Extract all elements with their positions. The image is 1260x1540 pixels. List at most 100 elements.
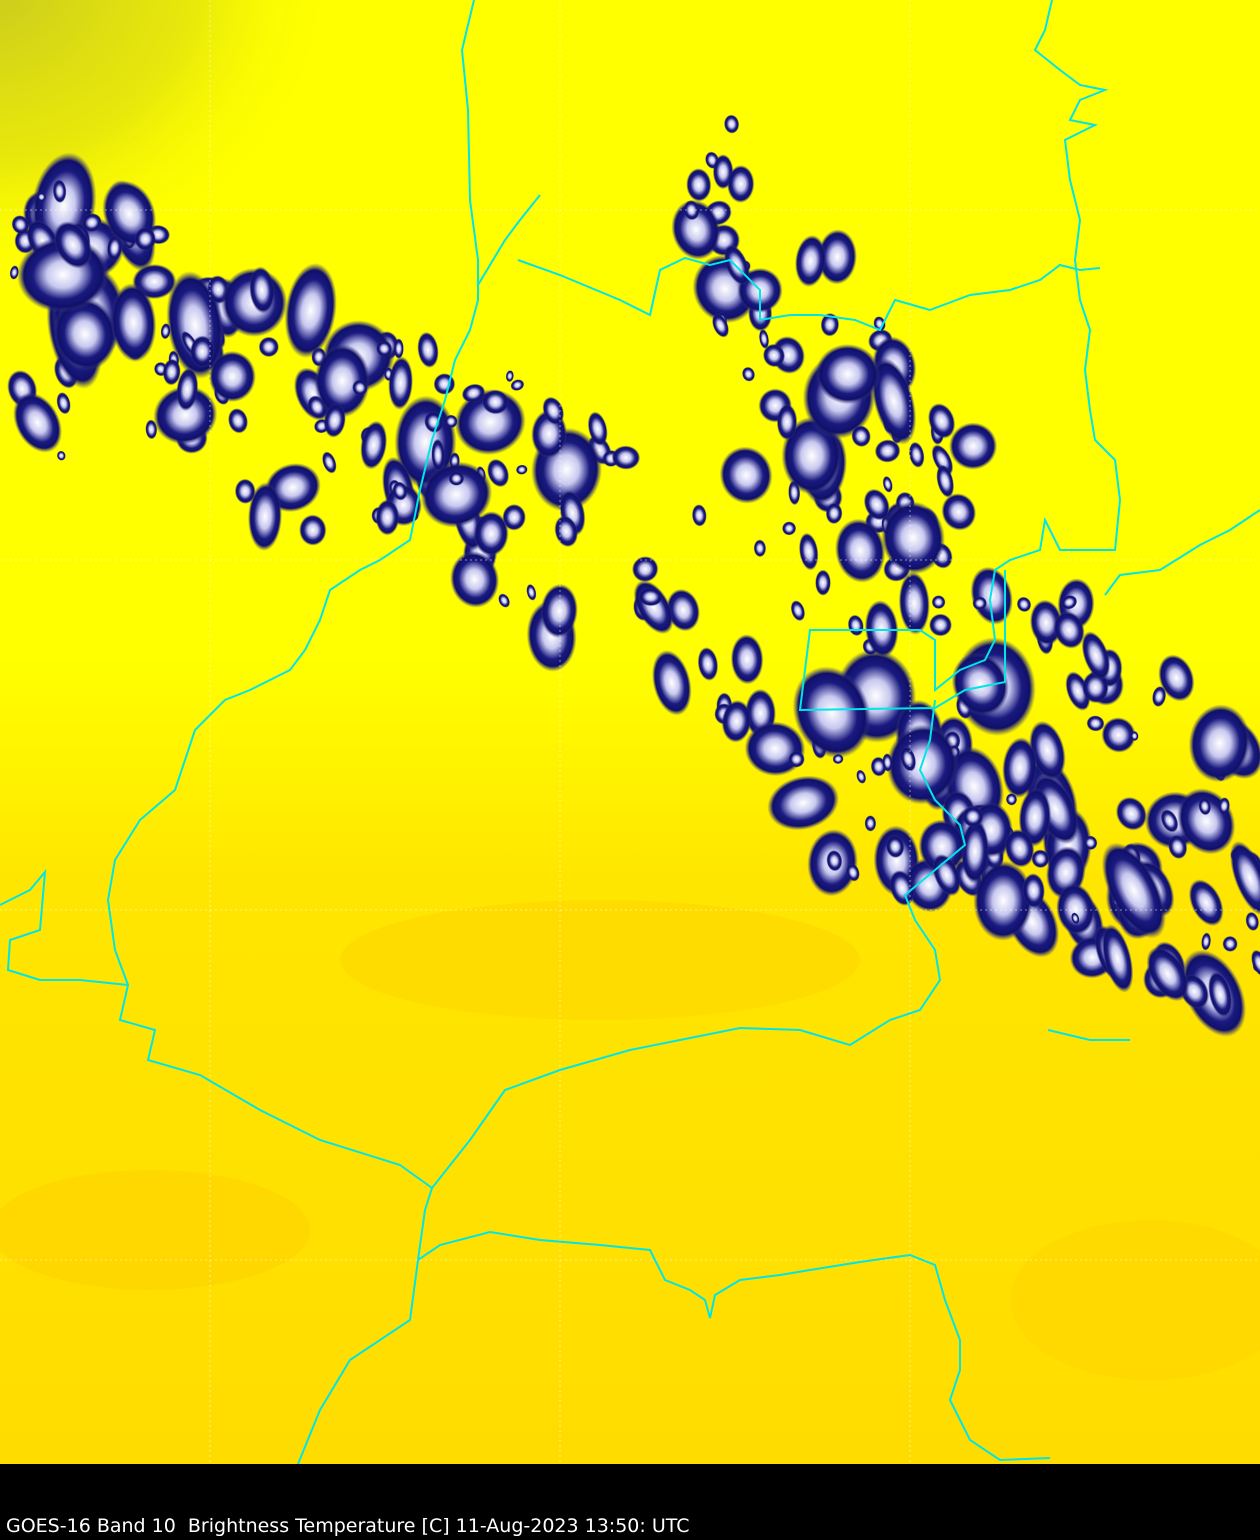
satellite-map bbox=[0, 0, 1260, 1464]
cloud-cell bbox=[1081, 631, 1111, 680]
cloud-cell bbox=[686, 168, 712, 202]
cloud-cell bbox=[863, 488, 890, 521]
cloud-cell bbox=[885, 835, 905, 859]
image-caption: GOES-16 Band 10 Brightness Temperature [… bbox=[6, 1515, 690, 1537]
cloud-cell bbox=[247, 482, 283, 551]
cloud-cell bbox=[554, 515, 579, 548]
warm-region bbox=[340, 900, 860, 1020]
cloud-cell bbox=[691, 504, 707, 527]
cloud-cell bbox=[826, 850, 843, 872]
cloud-cell bbox=[962, 806, 984, 828]
cloud-cell bbox=[949, 422, 998, 470]
cloud-cell bbox=[825, 502, 843, 525]
cloud-cell bbox=[815, 343, 881, 405]
cloud-cell bbox=[189, 335, 215, 368]
cloud-cell bbox=[461, 383, 486, 403]
cloud-cell bbox=[834, 518, 886, 583]
cloud-cell bbox=[856, 769, 867, 784]
cloud-cell bbox=[851, 425, 871, 448]
cloud-cell bbox=[721, 700, 752, 743]
cloud-cell bbox=[611, 445, 641, 470]
cloud-cell bbox=[697, 647, 719, 681]
cloud-cell bbox=[299, 514, 327, 546]
cloud-cell bbox=[352, 379, 368, 396]
cloud-cell bbox=[1083, 835, 1098, 851]
cloud-cell bbox=[56, 392, 71, 415]
cloud-cell bbox=[941, 493, 977, 531]
cloud-cell bbox=[759, 328, 769, 349]
cloud-cell bbox=[864, 815, 877, 832]
cloud-cell bbox=[393, 338, 404, 359]
cloud-cell bbox=[153, 385, 218, 445]
cloud-cell bbox=[323, 403, 346, 438]
cloud-cell bbox=[376, 340, 393, 357]
cloud-cell bbox=[388, 356, 413, 410]
cloud-cell bbox=[176, 367, 199, 412]
cloud-cell bbox=[1101, 924, 1134, 993]
cloud-cell bbox=[431, 438, 445, 472]
cloud-cell bbox=[932, 853, 961, 897]
cloud-cell bbox=[881, 501, 946, 575]
cloud-cell bbox=[1152, 685, 1167, 708]
cloud-cell bbox=[145, 419, 158, 440]
cloud-cell bbox=[960, 818, 990, 884]
cloud-cell bbox=[723, 114, 740, 134]
cloud-cell bbox=[1016, 596, 1032, 613]
cloud-cell bbox=[918, 819, 966, 874]
cloud-cell bbox=[1160, 809, 1179, 833]
cloud-cell bbox=[208, 350, 256, 403]
cloud-cell bbox=[1188, 704, 1251, 783]
cloud-cell bbox=[767, 775, 840, 831]
cloud-cell bbox=[900, 746, 917, 772]
cloud-cell bbox=[487, 458, 510, 488]
cloud-cell bbox=[1168, 834, 1188, 860]
cloud-cell bbox=[498, 593, 510, 608]
border-line bbox=[431, 699, 967, 1189]
cloud-cell bbox=[972, 596, 987, 611]
cloud-cell bbox=[1031, 849, 1050, 869]
cloud-cell bbox=[450, 551, 500, 608]
cloud-cell bbox=[502, 504, 526, 531]
cloud-cell bbox=[794, 234, 827, 288]
cloud-cell bbox=[1130, 731, 1139, 741]
cloud-cell bbox=[631, 556, 659, 583]
cloud-cell bbox=[1198, 797, 1212, 816]
cloud-cell bbox=[776, 403, 798, 441]
border-line bbox=[106, 0, 479, 1464]
cloud-cell bbox=[652, 650, 692, 716]
cloud-cell bbox=[730, 634, 764, 685]
cloud-cell bbox=[908, 441, 925, 468]
cloud-cell bbox=[587, 411, 608, 446]
cloud-cell bbox=[56, 450, 66, 461]
border-line bbox=[1047, 1029, 1130, 1041]
cloud-cell bbox=[1188, 879, 1224, 927]
cloud-cell bbox=[846, 863, 860, 882]
cloud-cell bbox=[1071, 912, 1080, 925]
cloud-cell bbox=[1061, 595, 1078, 610]
cloud-cell bbox=[898, 571, 930, 635]
cloud-cell bbox=[1158, 654, 1195, 702]
cloud-cell bbox=[52, 179, 67, 204]
cloud-cell bbox=[1222, 935, 1238, 952]
border-line bbox=[517, 256, 1101, 332]
cloud-cell bbox=[420, 461, 493, 528]
cloud-cell bbox=[13, 392, 63, 453]
cloud-cell bbox=[526, 583, 537, 601]
cloud-cell bbox=[448, 471, 465, 486]
cloud-cell bbox=[444, 414, 458, 429]
cloud-cell bbox=[1002, 737, 1038, 799]
cloud-cell bbox=[788, 751, 805, 768]
cloud-cell bbox=[162, 358, 181, 386]
border-line bbox=[417, 1230, 1051, 1462]
cloud-cell bbox=[753, 539, 767, 558]
cloud-cell bbox=[671, 199, 721, 260]
cloud-cell bbox=[792, 666, 871, 759]
graticule bbox=[0, 0, 1260, 1464]
cloud-cell bbox=[81, 213, 102, 233]
cloud-cell bbox=[322, 451, 337, 474]
cloud-cell bbox=[227, 408, 249, 434]
cloud-cell bbox=[249, 266, 275, 314]
cloud-cell bbox=[392, 481, 408, 501]
cloud-cell bbox=[931, 595, 946, 609]
